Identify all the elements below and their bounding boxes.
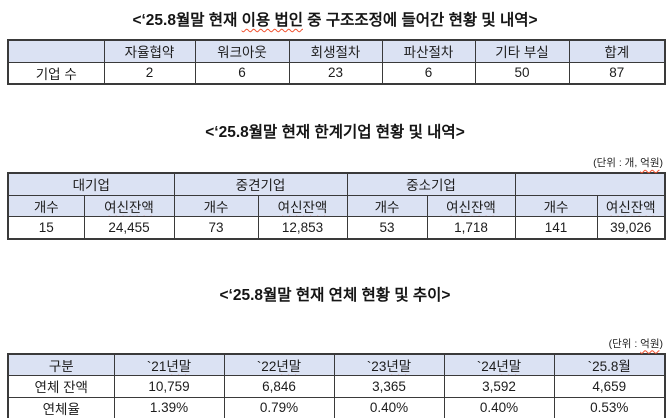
header-cell: 파산절차 bbox=[381, 39, 476, 63]
subheader-cell: 여신잔액 bbox=[257, 194, 348, 217]
data-cell: 0.53% bbox=[553, 396, 666, 418]
data-cell: 1,718 bbox=[426, 216, 516, 239]
period-text-spellcheck: 년말 bbox=[276, 358, 302, 374]
subheader-cell: 개수 bbox=[7, 194, 85, 217]
data-cell: 141 bbox=[514, 216, 598, 239]
table-group-header-row: 대기업 중견기업 중소기업 bbox=[7, 172, 666, 196]
section-title-delinquency: <‘25.8월말 현재 연체 현황 및 추이> bbox=[219, 286, 451, 304]
data-cell: 87 bbox=[568, 61, 666, 85]
unit-text-spellcheck: 억원 bbox=[640, 157, 660, 169]
unit-text: (단위 : 개, bbox=[593, 157, 641, 169]
unit-text: ) bbox=[659, 157, 664, 169]
header-cell: 회생절차 bbox=[288, 39, 383, 63]
row-label-cell: 연체 잔액 bbox=[7, 375, 115, 398]
subheader-cell: 개수 bbox=[346, 194, 428, 217]
period-text: `25.8월 bbox=[587, 358, 631, 374]
header-cell: `23년말 bbox=[333, 353, 445, 376]
data-cell: 15 bbox=[7, 216, 85, 239]
data-cell: 4,659 bbox=[553, 375, 666, 398]
unit-text: ) bbox=[659, 337, 664, 350]
subheader-cell: 여신잔액 bbox=[426, 194, 516, 217]
group-header-cell: 중견기업 bbox=[173, 172, 348, 196]
data-cell: 24,455 bbox=[83, 216, 175, 239]
header-cell: `24년말 bbox=[443, 353, 555, 376]
data-cell: 6 bbox=[194, 61, 290, 85]
data-cell: 10,759 bbox=[113, 375, 225, 398]
data-cell: 53 bbox=[346, 216, 428, 239]
subheader-text-spellcheck: 여신잔액 bbox=[277, 199, 328, 215]
corner-cell bbox=[7, 39, 105, 63]
group-header-cell: 대기업 bbox=[7, 172, 175, 196]
corner-cell: 구분 bbox=[7, 353, 115, 376]
header-cell: `21년말 bbox=[113, 353, 225, 376]
period-text-spellcheck: 년말 bbox=[166, 358, 192, 374]
data-cell: 1.39% bbox=[113, 396, 225, 418]
subheader-cell: 여신잔액 bbox=[596, 194, 666, 217]
data-cell: 50 bbox=[474, 61, 570, 85]
data-cell: 3,592 bbox=[443, 375, 555, 398]
subheader-text-spellcheck: 여신잔액 bbox=[446, 199, 496, 215]
unit-text: (단위 : bbox=[608, 337, 641, 350]
subheader-cell: 개수 bbox=[514, 194, 598, 217]
data-cell: 0.40% bbox=[333, 396, 445, 418]
header-cell: 워크아웃 bbox=[194, 39, 290, 63]
period-text: `21 bbox=[146, 358, 167, 374]
group-header-cell bbox=[514, 172, 666, 196]
title-text-spellcheck: 이용 법인 bbox=[241, 12, 303, 29]
data-cell: 73 bbox=[173, 216, 259, 239]
data-cell: 23 bbox=[288, 61, 383, 85]
unit-text-spellcheck: 억원 bbox=[640, 337, 660, 350]
header-cell: `22년말 bbox=[223, 353, 335, 376]
header-cell: 합계 bbox=[568, 39, 666, 63]
table-row: 연체 잔액 10,759 6,846 3,365 3,592 4,659 bbox=[7, 375, 666, 398]
unit-label: (단위 : 개, 억원) bbox=[0, 155, 670, 170]
period-text-spellcheck: 년말 bbox=[386, 358, 412, 374]
header-cell: `25.8월 bbox=[553, 353, 666, 376]
section-title-marginal: <‘25.8월말 현재 한계기업 현황 및 내역> bbox=[205, 124, 465, 141]
data-cell: 39,026 bbox=[596, 216, 666, 239]
data-cell: 12,853 bbox=[257, 216, 348, 239]
row-label-cell: 기업 수 bbox=[7, 61, 105, 85]
subheader-cell: 개수 bbox=[173, 194, 259, 217]
header-cell: 자율협약 bbox=[103, 39, 196, 63]
group-header-cell: 중소기업 bbox=[346, 172, 516, 196]
data-cell: 0.79% bbox=[223, 396, 335, 418]
data-cell: 6,846 bbox=[223, 375, 335, 398]
table-row: 연체율 1.39% 0.79% 0.40% 0.40% 0.53% bbox=[7, 396, 666, 418]
section-title-restructuring: <‘25.8월말 현재 이용 법인 중 구조조정에 들어간 현황 및 내역> bbox=[0, 0, 670, 30]
marginal-companies-table: 대기업 중견기업 중소기업 개수 여신잔액 개수 여신잔액 개수 여신잔액 개수… bbox=[7, 172, 666, 240]
title-text: 중 구조조정에 들어간 현황 및 내역> bbox=[303, 12, 538, 29]
period-text-spellcheck: 년말 bbox=[496, 358, 522, 374]
table-row: 기업 수 2 6 23 6 50 87 bbox=[7, 61, 666, 85]
data-cell: 0.40% bbox=[443, 396, 555, 418]
subheader-cell: 여신잔액 bbox=[83, 194, 175, 217]
table-row: 15 24,455 73 12,853 53 1,718 141 39,026 bbox=[7, 216, 666, 239]
data-cell: 3,365 bbox=[333, 375, 445, 398]
period-text: `23 bbox=[366, 358, 387, 374]
subheader-text-spellcheck: 여신잔액 bbox=[605, 199, 656, 215]
period-text: `24 bbox=[476, 358, 497, 374]
period-text: `22 bbox=[256, 358, 277, 374]
table-header-row: 자율협약 워크아웃 회생절차 파산절차 기타 부실 합계 bbox=[7, 39, 666, 63]
header-cell: 기타 부실 bbox=[474, 39, 570, 63]
table-subheader-row: 개수 여신잔액 개수 여신잔액 개수 여신잔액 개수 여신잔액 bbox=[7, 194, 666, 217]
title-text: <‘25.8월말 현재 bbox=[132, 12, 242, 29]
restructuring-table: 자율협약 워크아웃 회생절차 파산절차 기타 부실 합계 기업 수 2 6 23… bbox=[7, 39, 666, 85]
delinquency-table: 구분 `21년말 `22년말 `23년말 `24년말 `25.8월 연체 잔액 … bbox=[7, 352, 666, 418]
data-cell: 6 bbox=[381, 61, 476, 85]
subheader-text-spellcheck: 여신잔액 bbox=[104, 199, 154, 215]
data-cell: 2 bbox=[103, 61, 196, 85]
row-label-cell: 연체율 bbox=[7, 396, 115, 418]
unit-label: (단위 : 억원) bbox=[0, 336, 670, 351]
table-header-row: 구분 `21년말 `22년말 `23년말 `24년말 `25.8월 bbox=[7, 353, 666, 376]
